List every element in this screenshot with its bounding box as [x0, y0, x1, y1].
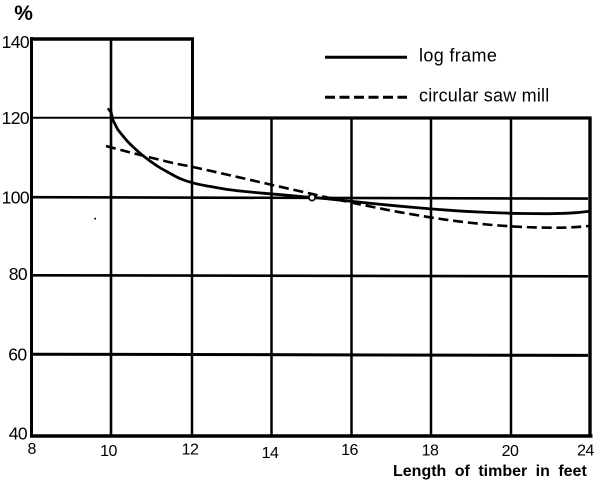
svg-text:16: 16: [341, 442, 358, 459]
svg-text:60: 60: [8, 345, 27, 365]
svg-text:140: 140: [2, 32, 30, 52]
svg-text:20: 20: [502, 443, 519, 460]
svg-text:40: 40: [9, 424, 28, 444]
svg-text:10: 10: [100, 443, 117, 460]
svg-text:120: 120: [2, 108, 30, 128]
svg-text:circular saw mill: circular saw mill: [419, 86, 549, 106]
svg-text:%: %: [14, 2, 33, 25]
svg-text:Length of timber in feet: Length of timber in feet: [393, 463, 587, 480]
svg-text:14: 14: [262, 445, 279, 462]
svg-text:18: 18: [422, 443, 439, 460]
svg-text:12: 12: [182, 442, 199, 459]
svg-text:100: 100: [2, 188, 30, 208]
svg-text:24: 24: [577, 443, 594, 460]
svg-text:80: 80: [9, 264, 28, 284]
svg-text:8: 8: [28, 441, 37, 458]
svg-text:log frame: log frame: [419, 46, 497, 66]
